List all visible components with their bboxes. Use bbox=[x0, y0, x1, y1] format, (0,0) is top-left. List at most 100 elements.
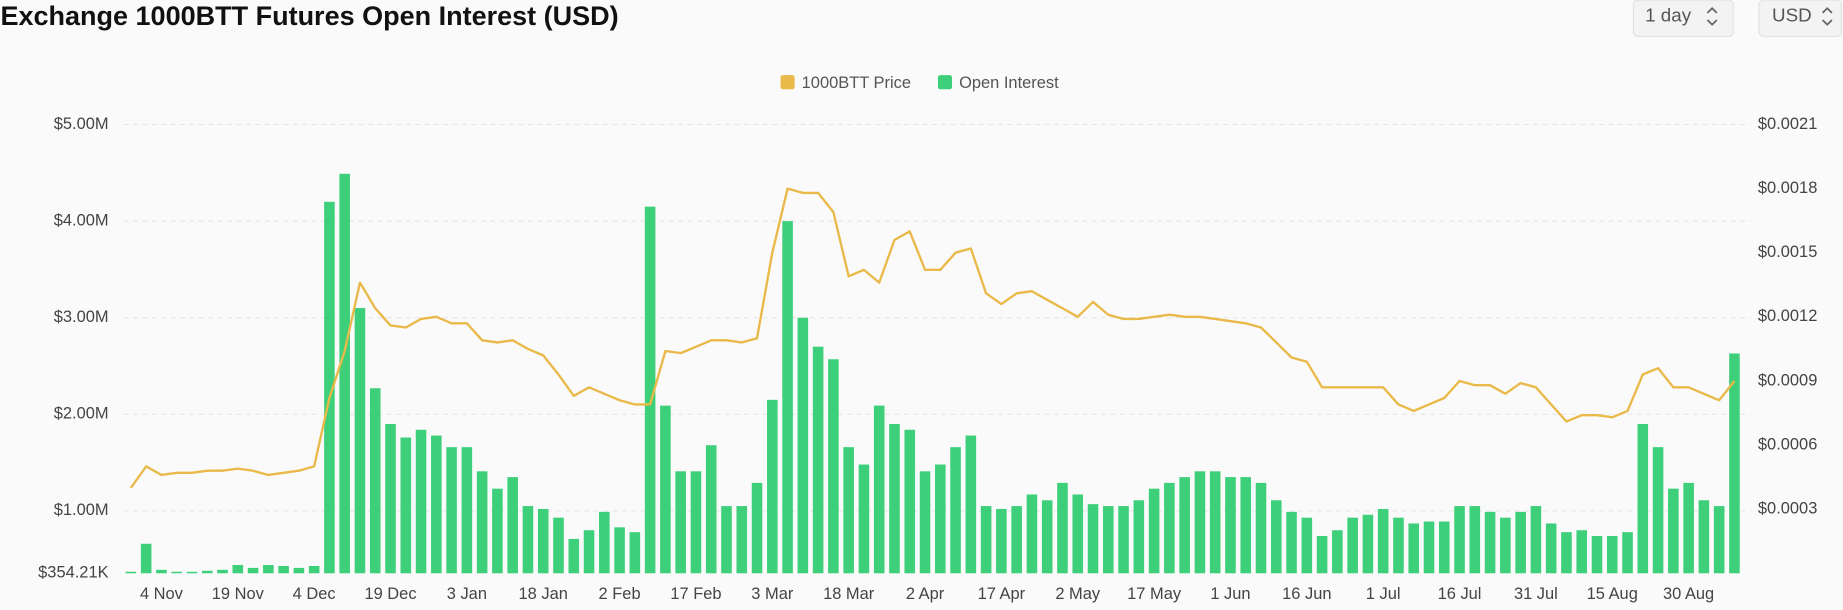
bar bbox=[1591, 536, 1603, 574]
y2-tick-label: $0.0012 bbox=[1758, 307, 1817, 325]
bar bbox=[1164, 482, 1175, 574]
bar bbox=[507, 477, 518, 574]
legend: 1000BTT Price Open Interest bbox=[780, 74, 1059, 92]
bar bbox=[996, 508, 1007, 574]
bar bbox=[1179, 477, 1190, 574]
bar bbox=[293, 567, 305, 574]
select-box[interactable] bbox=[1758, 0, 1842, 38]
bar bbox=[201, 570, 213, 574]
bar bbox=[1438, 521, 1450, 574]
bar bbox=[492, 488, 503, 574]
bar bbox=[675, 471, 686, 574]
bar bbox=[247, 567, 259, 574]
bar bbox=[1148, 488, 1160, 574]
currency-select[interactable]: USD bbox=[1758, 0, 1842, 38]
y2-tick-label: $0.0021 bbox=[1758, 115, 1817, 133]
bar bbox=[1362, 514, 1374, 574]
select-label[interactable]: USD bbox=[1772, 4, 1812, 25]
bar bbox=[1270, 500, 1282, 574]
x-tick-label: 1 Jul bbox=[1366, 585, 1401, 603]
select-label[interactable]: 1 day bbox=[1645, 4, 1692, 25]
y2-tick-label: $0.0003 bbox=[1758, 500, 1817, 518]
x-tick-label: 3 Mar bbox=[751, 585, 794, 603]
bar bbox=[965, 435, 977, 574]
y2-tick-label: $0.0009 bbox=[1758, 371, 1817, 389]
bar bbox=[1011, 506, 1022, 574]
bar bbox=[1133, 500, 1145, 574]
x-tick-label: 16 Jun bbox=[1282, 585, 1331, 603]
bar bbox=[568, 538, 580, 574]
bar bbox=[1347, 517, 1358, 574]
bar bbox=[339, 173, 350, 574]
bar bbox=[278, 565, 289, 574]
bar bbox=[1423, 521, 1435, 574]
bar-series bbox=[125, 173, 1740, 574]
bar bbox=[629, 532, 641, 574]
bar bbox=[1209, 471, 1221, 574]
bar bbox=[354, 308, 366, 574]
bar bbox=[1683, 482, 1694, 574]
bar bbox=[599, 511, 610, 574]
bar bbox=[461, 447, 473, 574]
bar bbox=[232, 564, 244, 574]
y2-tick-label: $0.0006 bbox=[1758, 435, 1817, 453]
bar bbox=[537, 508, 549, 574]
bar bbox=[1103, 506, 1114, 574]
interval-select[interactable]: 1 day bbox=[1632, 0, 1734, 38]
x-tick-label: 19 Dec bbox=[364, 585, 416, 603]
bar bbox=[1652, 447, 1664, 574]
bar bbox=[843, 447, 854, 574]
bar bbox=[705, 445, 717, 574]
y2-tick-label: $0.0018 bbox=[1758, 179, 1817, 197]
bar bbox=[1118, 506, 1129, 574]
bar bbox=[1484, 511, 1496, 574]
y-tick-label: $3.00M bbox=[54, 308, 109, 326]
y2-tick-label: $0.0015 bbox=[1758, 243, 1817, 261]
bar bbox=[1530, 506, 1542, 574]
select-chevron bbox=[1706, 6, 1718, 26]
bar bbox=[1515, 511, 1526, 574]
bar bbox=[828, 359, 839, 574]
bar bbox=[919, 471, 931, 574]
x-tick-label: 15 Aug bbox=[1587, 585, 1638, 603]
bar bbox=[980, 506, 992, 574]
x-tick-label: 17 Apr bbox=[978, 585, 1026, 603]
bar bbox=[1606, 536, 1618, 574]
bar bbox=[125, 571, 137, 574]
bar bbox=[1545, 523, 1557, 574]
bar bbox=[431, 435, 442, 574]
bar bbox=[873, 405, 885, 574]
bar bbox=[1255, 482, 1267, 574]
bar bbox=[1041, 500, 1053, 574]
bar bbox=[721, 506, 732, 574]
legend-swatch bbox=[780, 75, 795, 90]
legend-label: 1000BTT Price bbox=[802, 74, 911, 92]
bar bbox=[1561, 532, 1572, 574]
bar bbox=[385, 423, 396, 574]
price-line bbox=[129, 187, 1736, 489]
bar bbox=[1408, 523, 1420, 574]
bar bbox=[583, 530, 595, 574]
x-tick-label: 17 May bbox=[1127, 585, 1182, 603]
legend-swatch bbox=[937, 75, 953, 90]
y-tick-label: $5.00M bbox=[54, 115, 109, 133]
bar bbox=[1713, 506, 1725, 574]
bar bbox=[553, 517, 564, 574]
bar bbox=[935, 464, 946, 574]
bar bbox=[1377, 508, 1389, 574]
bar bbox=[1225, 477, 1236, 574]
bar bbox=[140, 543, 152, 574]
bar bbox=[263, 564, 274, 574]
bar bbox=[1576, 530, 1587, 574]
select-box[interactable] bbox=[1632, 0, 1734, 38]
bar bbox=[767, 399, 778, 574]
x-tick-label: 19 Nov bbox=[212, 585, 265, 603]
bar bbox=[171, 571, 182, 574]
x-tick-label: 18 Jan bbox=[519, 585, 568, 603]
bar bbox=[858, 464, 870, 574]
bar bbox=[1637, 423, 1649, 574]
x-tick-label: 16 Jul bbox=[1438, 585, 1482, 603]
bar bbox=[1194, 471, 1206, 574]
